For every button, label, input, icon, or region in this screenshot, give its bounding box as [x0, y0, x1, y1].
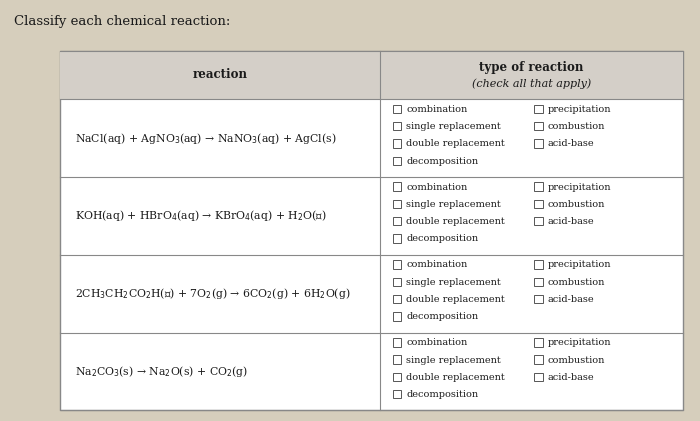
- Text: decomposition: decomposition: [406, 312, 478, 321]
- Text: combustion: combustion: [547, 200, 605, 209]
- Bar: [534, 217, 542, 226]
- Bar: [534, 295, 542, 303]
- Bar: [534, 277, 542, 286]
- Bar: [534, 200, 542, 208]
- Bar: [393, 295, 401, 303]
- Bar: [534, 122, 542, 131]
- Bar: [393, 338, 401, 346]
- Bar: [393, 260, 401, 269]
- Text: decomposition: decomposition: [406, 390, 478, 399]
- Text: combination: combination: [406, 261, 468, 269]
- Bar: [534, 373, 542, 381]
- Text: double replacement: double replacement: [406, 373, 505, 382]
- Text: single replacement: single replacement: [406, 122, 501, 131]
- Text: acid-base: acid-base: [547, 373, 594, 382]
- Text: combination: combination: [406, 183, 468, 192]
- Text: double replacement: double replacement: [406, 139, 505, 148]
- Bar: [534, 355, 542, 364]
- Bar: [393, 200, 401, 208]
- Text: KOH(aq) + HBrO$_4$(aq) → KBrO$_4$(aq) + H$_2$O(ℓ): KOH(aq) + HBrO$_4$(aq) → KBrO$_4$(aq) + …: [75, 208, 326, 224]
- Text: Na$_2$CO$_3$(s) → Na$_2$O(s) + CO$_2$(g): Na$_2$CO$_3$(s) → Na$_2$O(s) + CO$_2$(g): [75, 364, 248, 379]
- Text: precipitation: precipitation: [547, 261, 611, 269]
- Text: combination: combination: [406, 105, 468, 114]
- Bar: [393, 390, 401, 398]
- Bar: [393, 277, 401, 286]
- Bar: [393, 373, 401, 381]
- Bar: [393, 217, 401, 226]
- Text: decomposition: decomposition: [406, 234, 478, 243]
- Bar: [534, 260, 542, 269]
- Bar: [60, 51, 682, 99]
- Bar: [534, 104, 542, 113]
- Bar: [393, 139, 401, 148]
- Bar: [534, 338, 542, 346]
- Text: precipitation: precipitation: [547, 183, 611, 192]
- Text: combustion: combustion: [547, 356, 605, 365]
- Bar: [393, 104, 401, 113]
- Text: reaction: reaction: [193, 68, 247, 81]
- Text: Classify each chemical reaction:: Classify each chemical reaction:: [14, 15, 230, 28]
- Bar: [393, 312, 401, 320]
- Text: acid-base: acid-base: [547, 217, 594, 226]
- Text: acid-base: acid-base: [547, 139, 594, 148]
- Text: decomposition: decomposition: [406, 157, 478, 165]
- Text: combustion: combustion: [547, 122, 605, 131]
- Text: combustion: combustion: [547, 278, 605, 287]
- Text: precipitation: precipitation: [547, 338, 611, 347]
- Bar: [393, 122, 401, 131]
- Bar: [393, 234, 401, 243]
- Text: NaCl(aq) + AgNO$_3$(aq) → NaNO$_3$(aq) + AgCl(s): NaCl(aq) + AgNO$_3$(aq) → NaNO$_3$(aq) +…: [75, 131, 337, 146]
- Bar: [534, 182, 542, 191]
- Text: precipitation: precipitation: [547, 105, 611, 114]
- Text: acid-base: acid-base: [547, 295, 594, 304]
- Bar: [393, 182, 401, 191]
- Text: (check all that apply): (check all that apply): [472, 78, 591, 88]
- Bar: [393, 157, 401, 165]
- Text: double replacement: double replacement: [406, 217, 505, 226]
- Text: single replacement: single replacement: [406, 356, 501, 365]
- Text: 2CH$_3$CH$_2$CO$_2$H(ℓ) + 7O$_2$(g) → 6CO$_2$(g) + 6H$_2$O(g): 2CH$_3$CH$_2$CO$_2$H(ℓ) + 7O$_2$(g) → 6C…: [75, 286, 351, 301]
- Bar: [534, 139, 542, 148]
- Text: combination: combination: [406, 338, 468, 347]
- Text: type of reaction: type of reaction: [480, 61, 584, 74]
- Bar: [393, 355, 401, 364]
- Text: double replacement: double replacement: [406, 295, 505, 304]
- Text: single replacement: single replacement: [406, 278, 501, 287]
- Text: single replacement: single replacement: [406, 200, 501, 209]
- Bar: [60, 51, 682, 410]
